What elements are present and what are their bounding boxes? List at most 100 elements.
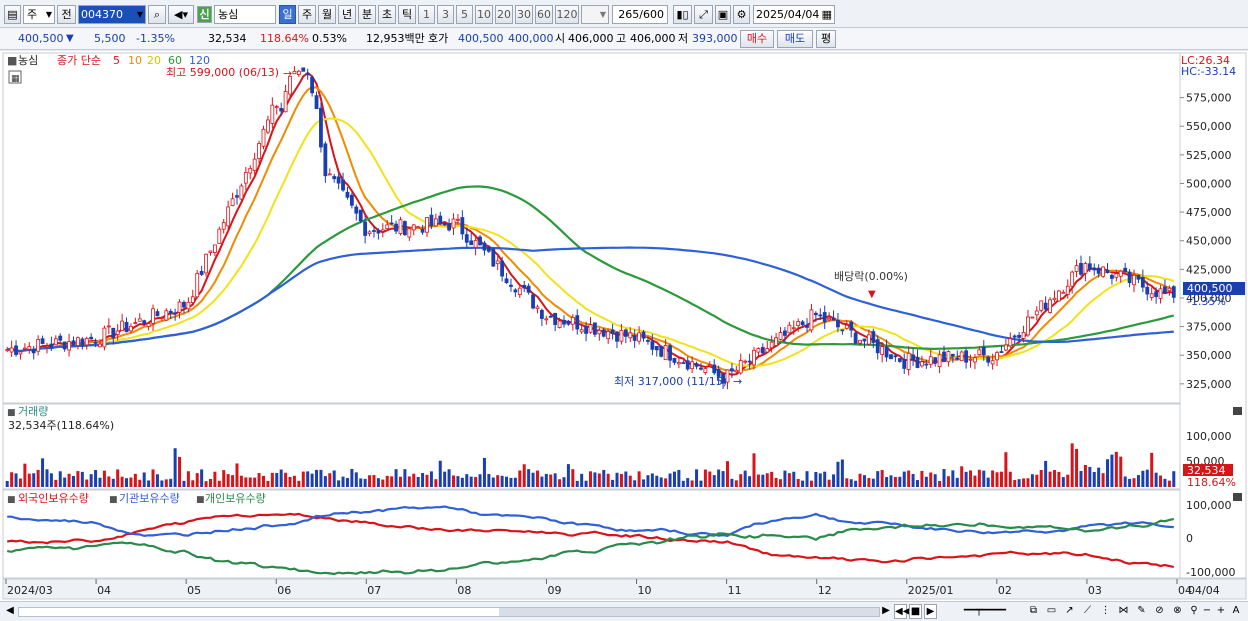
volume-bar bbox=[164, 479, 168, 487]
candle-body bbox=[920, 361, 924, 367]
prev-button[interactable]: 전 bbox=[57, 5, 76, 24]
volume-close-icon[interactable] bbox=[1233, 407, 1242, 415]
volume-bar bbox=[94, 470, 98, 487]
volume-bar bbox=[217, 480, 221, 487]
candle-body bbox=[323, 143, 328, 177]
volume-bar bbox=[102, 470, 106, 487]
interval-60[interactable]: 60 bbox=[535, 5, 553, 24]
interval-5[interactable]: 5 bbox=[456, 5, 473, 24]
type-select-label: 주 bbox=[27, 8, 38, 21]
candle-body bbox=[40, 338, 45, 344]
candle-body bbox=[1092, 267, 1097, 271]
volume-bar bbox=[297, 480, 301, 487]
volume-bar bbox=[208, 478, 212, 487]
candle-body bbox=[955, 357, 960, 360]
candle-body bbox=[730, 368, 734, 372]
volume-bar bbox=[341, 476, 345, 487]
layout-icon[interactable]: ▭ bbox=[1046, 605, 1057, 616]
price-chart[interactable]: ■ 농심 종가 단순 5 10 20 60 120 ▦ 최고 599,000 (… bbox=[0, 51, 1248, 601]
period-year[interactable]: 년 bbox=[338, 5, 356, 24]
period-tick[interactable]: 틱 bbox=[398, 5, 416, 24]
custom-interval-select[interactable]: ▼ bbox=[581, 5, 609, 24]
interval-3[interactable]: 3 bbox=[437, 5, 454, 24]
holdings-close-icon[interactable] bbox=[1233, 493, 1242, 501]
candle-body bbox=[217, 228, 222, 244]
erase-tool-icon[interactable]: ⊗ bbox=[1173, 605, 1182, 616]
volume-pct-tag: 118.64% bbox=[1187, 476, 1236, 489]
font-size-icon[interactable]: A bbox=[1232, 605, 1240, 616]
eval-button[interactable]: 평 bbox=[816, 30, 836, 48]
volume-bar bbox=[1119, 456, 1123, 487]
stop-icon[interactable]: ■ bbox=[909, 604, 922, 619]
candle-body bbox=[1070, 271, 1075, 287]
volume-bar bbox=[429, 471, 433, 487]
volume-bar bbox=[686, 478, 690, 487]
pattern-tool-icon[interactable]: ⋈ bbox=[1118, 605, 1129, 616]
chart-menu-icon[interactable]: ▤ bbox=[4, 5, 21, 24]
speaker-icon[interactable]: ◀▾ bbox=[168, 5, 194, 24]
sell-button[interactable]: 매도 bbox=[777, 30, 813, 48]
zoom-out-icon[interactable]: − bbox=[1202, 605, 1212, 616]
volume-bar bbox=[456, 476, 460, 487]
interval-1[interactable]: 1 bbox=[418, 5, 435, 24]
volume-bar bbox=[633, 480, 637, 487]
scrollbar-track[interactable] bbox=[18, 607, 880, 617]
search-icon[interactable]: ⚲ bbox=[1190, 605, 1198, 616]
candle-body bbox=[844, 324, 849, 329]
count-field[interactable]: 265/600 bbox=[612, 5, 668, 24]
line-tool-icon[interactable]: ↗ bbox=[1065, 605, 1074, 616]
type-select[interactable]: 주 ▼ bbox=[23, 5, 55, 24]
volume-bar bbox=[14, 473, 18, 487]
candle-body bbox=[791, 327, 796, 330]
candle-body bbox=[1149, 293, 1154, 298]
buy-button[interactable]: 매수 bbox=[740, 30, 774, 48]
period-week[interactable]: 주 bbox=[298, 5, 316, 24]
volume-bar bbox=[465, 474, 469, 487]
interval-20[interactable]: 20 bbox=[495, 5, 513, 24]
stock-code-input[interactable]: 004370 ▼ bbox=[78, 5, 146, 24]
text-tool-icon[interactable]: ✎ bbox=[1137, 605, 1146, 616]
fib-tool-icon[interactable]: ⋮ bbox=[1100, 605, 1111, 616]
candle-body bbox=[526, 285, 531, 293]
stock-name-field[interactable]: 농심 bbox=[214, 5, 276, 24]
scrollbar-thumb[interactable] bbox=[499, 608, 879, 616]
date-field[interactable]: 2025/04/04 ▦ bbox=[753, 5, 835, 24]
current-pct-tag: -1.35% bbox=[1187, 295, 1226, 308]
scroll-left-icon[interactable]: ◀ bbox=[6, 605, 14, 616]
candle-body bbox=[548, 315, 553, 318]
legend-ma-title: 종가 단순 bbox=[57, 54, 101, 67]
trend-tool-icon[interactable]: ⟋ bbox=[1084, 605, 1091, 616]
interval-30[interactable]: 30 bbox=[515, 5, 533, 24]
interval-10[interactable]: 10 bbox=[475, 5, 493, 24]
copy-icon[interactable]: ⧉ bbox=[1029, 605, 1038, 616]
zoom-slider[interactable]: ━━┯━━━━ bbox=[963, 605, 1007, 616]
gear-icon[interactable]: ⚙ bbox=[733, 5, 750, 24]
period-day[interactable]: 일 bbox=[279, 5, 296, 24]
search-icon[interactable]: ⌕ bbox=[148, 5, 166, 24]
rewind-icon[interactable]: ◀◀ bbox=[894, 604, 911, 619]
grid-toggle-icon[interactable] bbox=[8, 70, 22, 84]
draw-tool-icon[interactable]: ⊘ bbox=[1155, 605, 1164, 616]
x-tick-label: 04 bbox=[97, 584, 111, 597]
candle-body bbox=[433, 218, 438, 227]
volume-bar bbox=[986, 477, 990, 487]
scroll-right-icon[interactable]: ▶ bbox=[882, 605, 890, 616]
volume-bar bbox=[1070, 443, 1074, 487]
volume-pct: 118.64% bbox=[260, 32, 309, 45]
chart-area[interactable]: ■ 농심 종가 단순 5 10 20 60 120 ▦ 최고 599,000 (… bbox=[0, 51, 1248, 601]
zoom-in-icon[interactable]: + bbox=[1216, 605, 1226, 616]
volume-bar bbox=[253, 477, 257, 487]
period-month[interactable]: 월 bbox=[318, 5, 336, 24]
save-icon[interactable]: ▣ bbox=[715, 5, 731, 24]
period-minute[interactable]: 분 bbox=[358, 5, 376, 24]
candle-icon[interactable]: ▮▯ bbox=[673, 5, 692, 24]
play-icon[interactable]: ▶ bbox=[924, 604, 937, 619]
volume-bar bbox=[1150, 452, 1154, 487]
volume-bar bbox=[849, 479, 853, 487]
period-second[interactable]: 초 bbox=[378, 5, 396, 24]
crosshair-icon[interactable]: ⤢ bbox=[694, 5, 713, 24]
volume-bar bbox=[200, 469, 204, 487]
candle-body bbox=[1096, 267, 1101, 274]
price-tick-label: 500,000 bbox=[1186, 177, 1232, 190]
interval-120[interactable]: 120 bbox=[555, 5, 579, 24]
